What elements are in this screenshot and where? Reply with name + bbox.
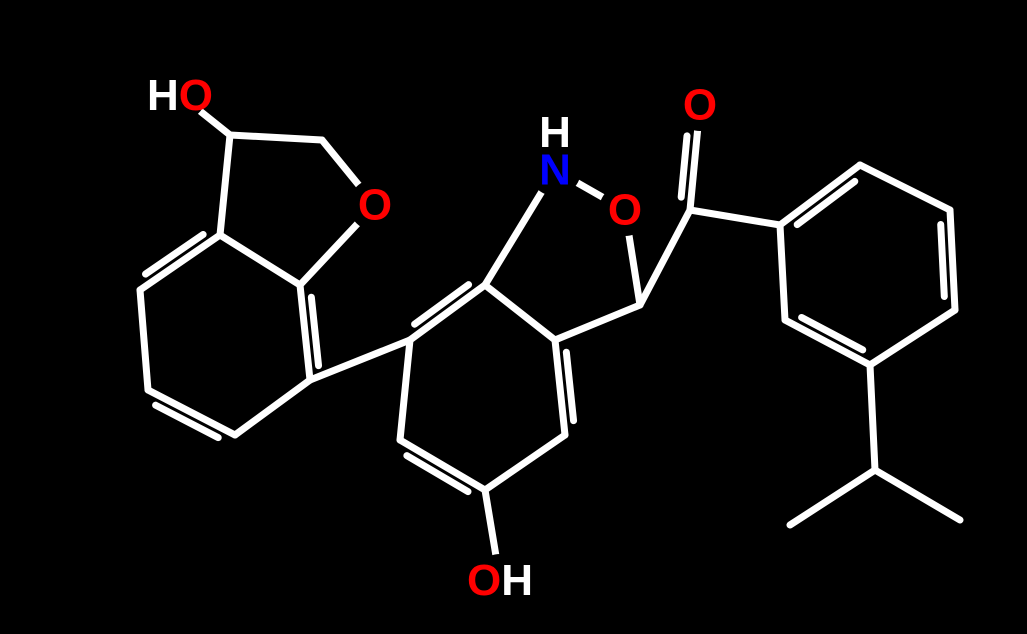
atom-O4: O xyxy=(683,81,717,130)
atom-labels: HOOOHNHOO xyxy=(147,69,726,606)
molecule-diagram: HOOOHNHOO xyxy=(0,0,1027,634)
atom-O2: O xyxy=(358,181,392,230)
atom-O3: O xyxy=(608,186,642,235)
atom-OH1: HO xyxy=(147,71,213,120)
atom-N-H: H xyxy=(539,108,571,157)
atom-OH2: OH xyxy=(467,556,533,605)
